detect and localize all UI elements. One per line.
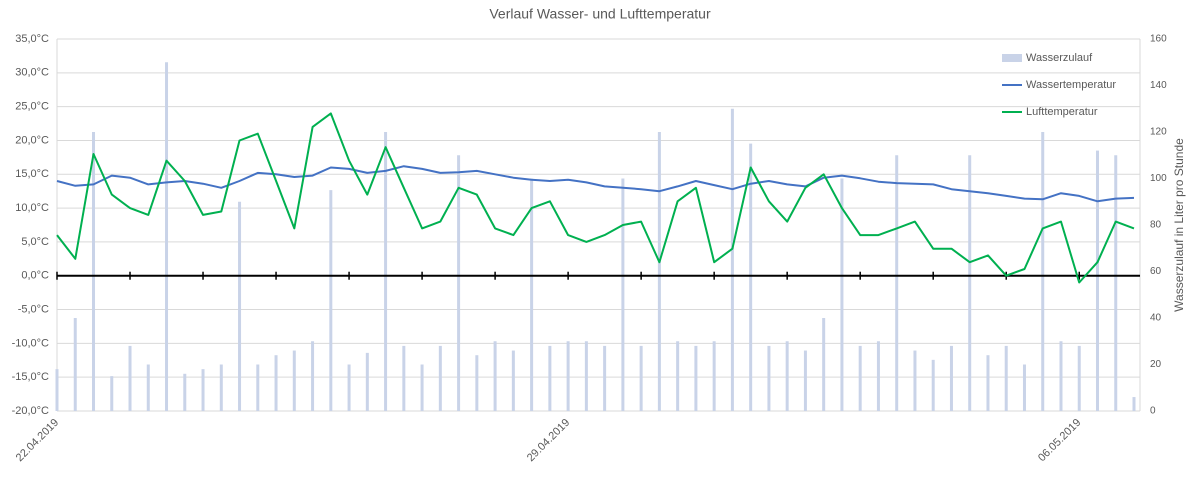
- bar: [402, 345, 406, 411]
- bar: [1132, 397, 1136, 411]
- bar: [694, 345, 698, 411]
- y2-tick-label: 40: [1150, 313, 1162, 324]
- bar: [475, 355, 479, 411]
- bar: [803, 350, 807, 411]
- bar: [876, 341, 880, 411]
- bar: [1022, 364, 1026, 411]
- x-tick-label: 29.04.2019: [525, 417, 572, 464]
- bar: [1004, 345, 1008, 411]
- y2-tick-label: 80: [1150, 220, 1162, 231]
- bar: [949, 345, 953, 411]
- bar: [92, 132, 96, 411]
- bar: [73, 318, 77, 411]
- y2-tick-label: 0: [1150, 406, 1156, 417]
- y-tick-label: -5,0°C: [18, 303, 49, 315]
- y-tick-label: 35,0°C: [15, 33, 49, 45]
- bar: [712, 341, 716, 411]
- bar: [183, 373, 187, 411]
- bar: [274, 355, 278, 411]
- bar: [311, 341, 315, 411]
- bar: [1095, 150, 1099, 411]
- bar: [822, 318, 826, 411]
- bar: [858, 345, 862, 411]
- x-tick-label: 06.05.2019: [1036, 417, 1083, 464]
- bar: [256, 364, 260, 411]
- y-tick-label: -20,0°C: [12, 405, 49, 417]
- bar: [1059, 341, 1063, 411]
- y2-tick-label: 120: [1150, 127, 1167, 138]
- bar: [895, 155, 899, 411]
- bar: [438, 345, 442, 411]
- bar: [238, 201, 242, 411]
- bar: [384, 132, 388, 411]
- legend-swatch: [1002, 54, 1022, 62]
- bar: [621, 178, 625, 411]
- bar: [840, 178, 844, 411]
- bar: [767, 345, 771, 411]
- bar: [1041, 132, 1045, 411]
- line: [56, 165, 1135, 203]
- bar: [493, 341, 497, 411]
- bar: [1114, 155, 1118, 411]
- y2-tick-label: 100: [1150, 173, 1167, 184]
- y-tick-label: -10,0°C: [12, 337, 49, 349]
- bar: [548, 345, 552, 411]
- bar: [986, 355, 990, 411]
- bar: [913, 350, 917, 411]
- bar: [657, 132, 661, 411]
- chart-title: Verlauf Wasser- und Lufttemperatur: [489, 6, 711, 22]
- y2-tick-label: 140: [1150, 80, 1167, 91]
- x-tick-label: 22.04.2019: [14, 417, 61, 464]
- y-tick-label: 20,0°C: [15, 134, 49, 146]
- bar: [603, 345, 607, 411]
- grid: [57, 38, 1140, 412]
- legend-label: Wasserzulauf: [1026, 52, 1093, 64]
- y-tick-label: 15,0°C: [15, 168, 49, 180]
- y-tick-label: 30,0°C: [15, 67, 49, 79]
- y2-tick-label: 20: [1150, 359, 1162, 370]
- bar: [347, 364, 351, 411]
- legend-label: Wassertemperatur: [1026, 79, 1116, 91]
- y2-axis-label: Wasserzulauf in Liter pro Stunde: [1172, 138, 1186, 312]
- y2-tick-label: 160: [1150, 34, 1167, 45]
- bar: [931, 359, 935, 411]
- bar: [530, 178, 534, 411]
- bar: [292, 350, 296, 411]
- bar: [457, 155, 461, 411]
- bar: [110, 376, 114, 411]
- bar: [676, 341, 680, 411]
- y-tick-label: 0,0°C: [21, 270, 49, 282]
- bar: [511, 350, 515, 411]
- y-tick-label: 10,0°C: [15, 202, 49, 214]
- bar: [329, 190, 333, 411]
- line: [56, 112, 1135, 284]
- y-tick-label: -15,0°C: [12, 371, 49, 383]
- y2-tick-label: 60: [1150, 266, 1162, 277]
- bar: [201, 369, 205, 411]
- bar: [566, 341, 570, 411]
- bar: [584, 341, 588, 411]
- legend-label: Lufttemperatur: [1026, 106, 1098, 118]
- bar: [1077, 345, 1081, 411]
- bar: [749, 143, 753, 411]
- bar: [219, 364, 223, 411]
- bar: [785, 341, 789, 411]
- bar: [146, 364, 150, 411]
- bar: [639, 345, 643, 411]
- y-tick-label: 5,0°C: [21, 236, 49, 248]
- bar: [420, 364, 424, 411]
- bar: [128, 345, 132, 411]
- y-tick-label: 25,0°C: [15, 101, 49, 113]
- bar: [365, 352, 369, 411]
- bar: [968, 155, 972, 411]
- bar: [730, 108, 734, 411]
- bar: [55, 369, 59, 411]
- bar: [165, 62, 169, 411]
